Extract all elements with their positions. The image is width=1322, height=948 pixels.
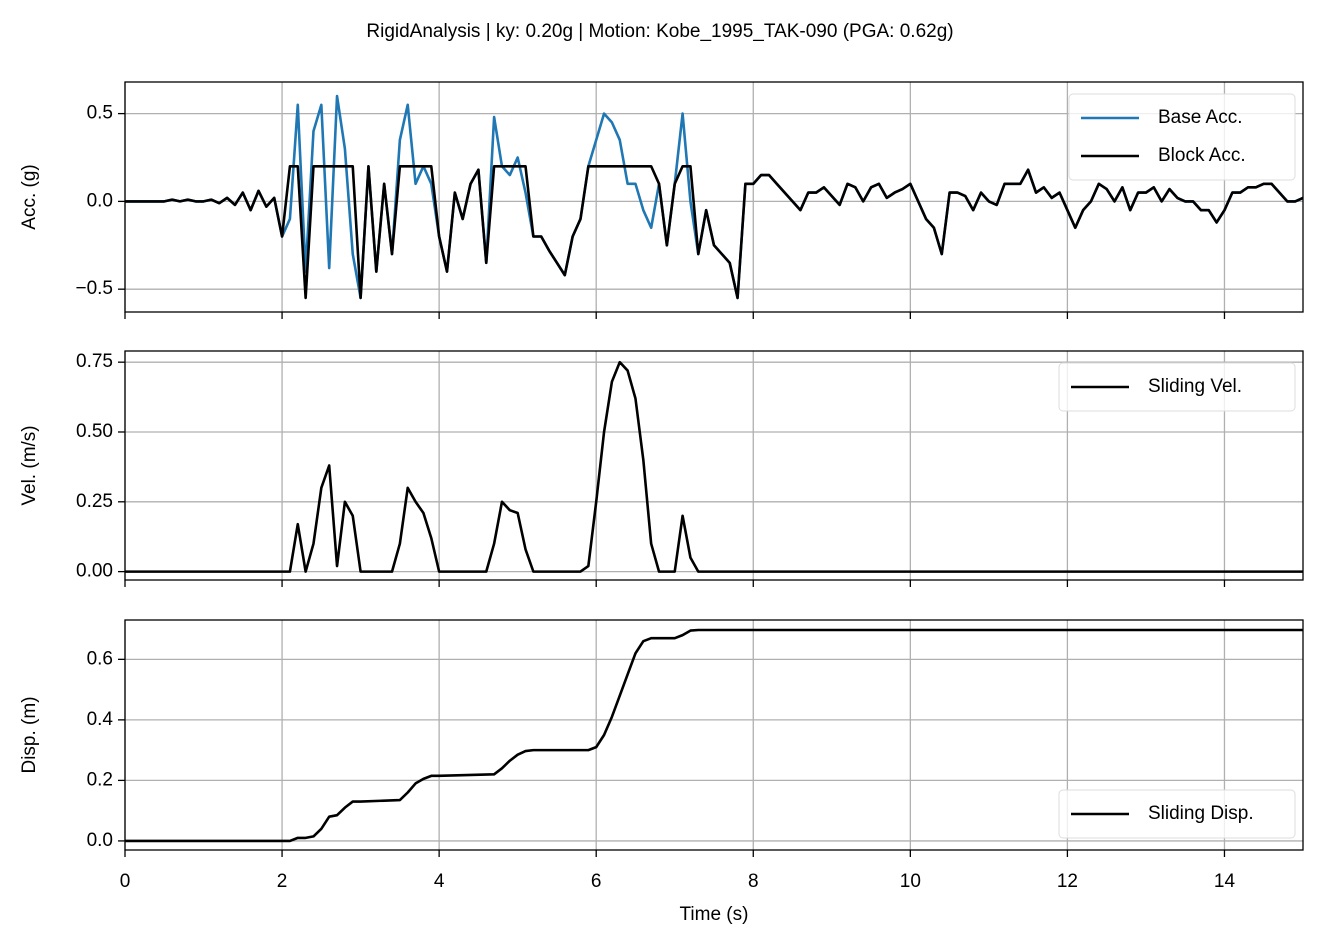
legend: Sliding Vel.	[1058, 362, 1296, 412]
x-tick-label: 8	[748, 871, 759, 892]
legend: Sliding Disp.	[1058, 789, 1296, 839]
x-axis-label: Time (s)	[680, 904, 749, 925]
y-tick-label: 0.6	[87, 648, 113, 669]
legend-label: Sliding Vel.	[1148, 376, 1242, 397]
y-axis-label: Vel. (m/s)	[19, 425, 40, 505]
x-tick-label: 0	[120, 871, 131, 892]
series-line	[125, 360, 1303, 573]
axes-frame	[124, 350, 1304, 581]
y-axis-label: Disp. (m)	[19, 696, 40, 773]
y-tick-label: 0.00	[76, 561, 113, 582]
y-tick-label: 0.75	[76, 351, 113, 372]
x-tick-label: 6	[591, 871, 602, 892]
series-line	[125, 628, 1303, 843]
y-tick-label: 0.2	[87, 769, 113, 790]
figure-title: RigidAnalysis | ky: 0.20g | Motion: Kobe…	[366, 21, 953, 42]
y-tick-label: −0.5	[75, 278, 113, 299]
x-tick-label: 10	[900, 871, 921, 892]
y-tick-label: 0.50	[76, 421, 113, 442]
y-axis-label: Acc. (g)	[19, 164, 40, 229]
legend-box	[1058, 362, 1296, 412]
x-tick-label: 2	[277, 871, 288, 892]
legend-box	[1058, 789, 1296, 839]
legend-box	[1068, 93, 1296, 181]
axes-frame	[124, 619, 1304, 851]
series-line	[125, 164, 1304, 300]
legend: Base Acc. Block Acc.	[1068, 93, 1296, 181]
x-tick-label: 4	[434, 871, 445, 892]
y-tick-label: 0.0	[87, 190, 113, 211]
axes-frame	[124, 81, 1304, 313]
legend-label: Block Acc.	[1158, 145, 1246, 166]
legend-label: Sliding Disp.	[1148, 803, 1254, 824]
y-tick-label: 0.25	[76, 491, 113, 512]
y-tick-label: 0.5	[87, 103, 113, 124]
legend-label: Base Acc.	[1158, 107, 1243, 128]
x-tick-label: 12	[1057, 871, 1078, 892]
y-tick-label: 0.4	[87, 709, 114, 730]
x-tick-label: 14	[1214, 871, 1236, 892]
y-tick-label: 0.0	[87, 830, 113, 851]
